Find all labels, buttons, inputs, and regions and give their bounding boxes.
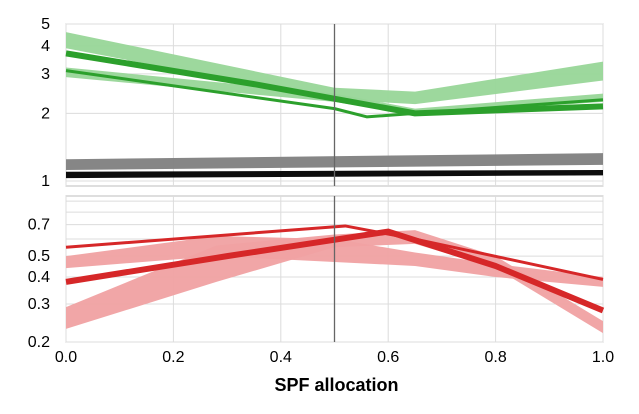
x-tick-label: 0.6 xyxy=(377,349,399,366)
y-tick-label: 2 xyxy=(41,105,50,122)
y-tick-label: 3 xyxy=(41,66,50,83)
x-tick-label: 0.4 xyxy=(270,349,292,366)
y-tick-label: 0.2 xyxy=(28,334,50,351)
x-tick-label: 0.2 xyxy=(162,349,184,366)
y-tick-label: 0.5 xyxy=(28,248,50,265)
tick-layer: 5 4 3 2 1 0.7 0.5 0.4 0.3 0.2 0.0 0.2 0.4 0.6 0.8 1.0 xyxy=(28,16,614,366)
y-tick-label: 5 xyxy=(41,16,50,33)
red-thick-line xyxy=(65,228,605,314)
x-tick-label: 0.0 xyxy=(55,349,77,366)
x-axis-title: SPF allocation xyxy=(274,375,398,395)
y-tick-label: 0.7 xyxy=(28,217,50,234)
red-thin-line xyxy=(65,224,604,281)
green-thin-line xyxy=(65,69,604,119)
y-tick-label: 0.4 xyxy=(28,269,50,286)
x-tick-label: 1.0 xyxy=(592,349,614,366)
green_light-band xyxy=(66,32,603,105)
y-tick-label: 4 xyxy=(41,38,50,55)
y-tick-label: 1 xyxy=(41,173,50,190)
y-tick-label: 0.3 xyxy=(28,296,50,313)
x-tick-label: 0.8 xyxy=(484,349,506,366)
